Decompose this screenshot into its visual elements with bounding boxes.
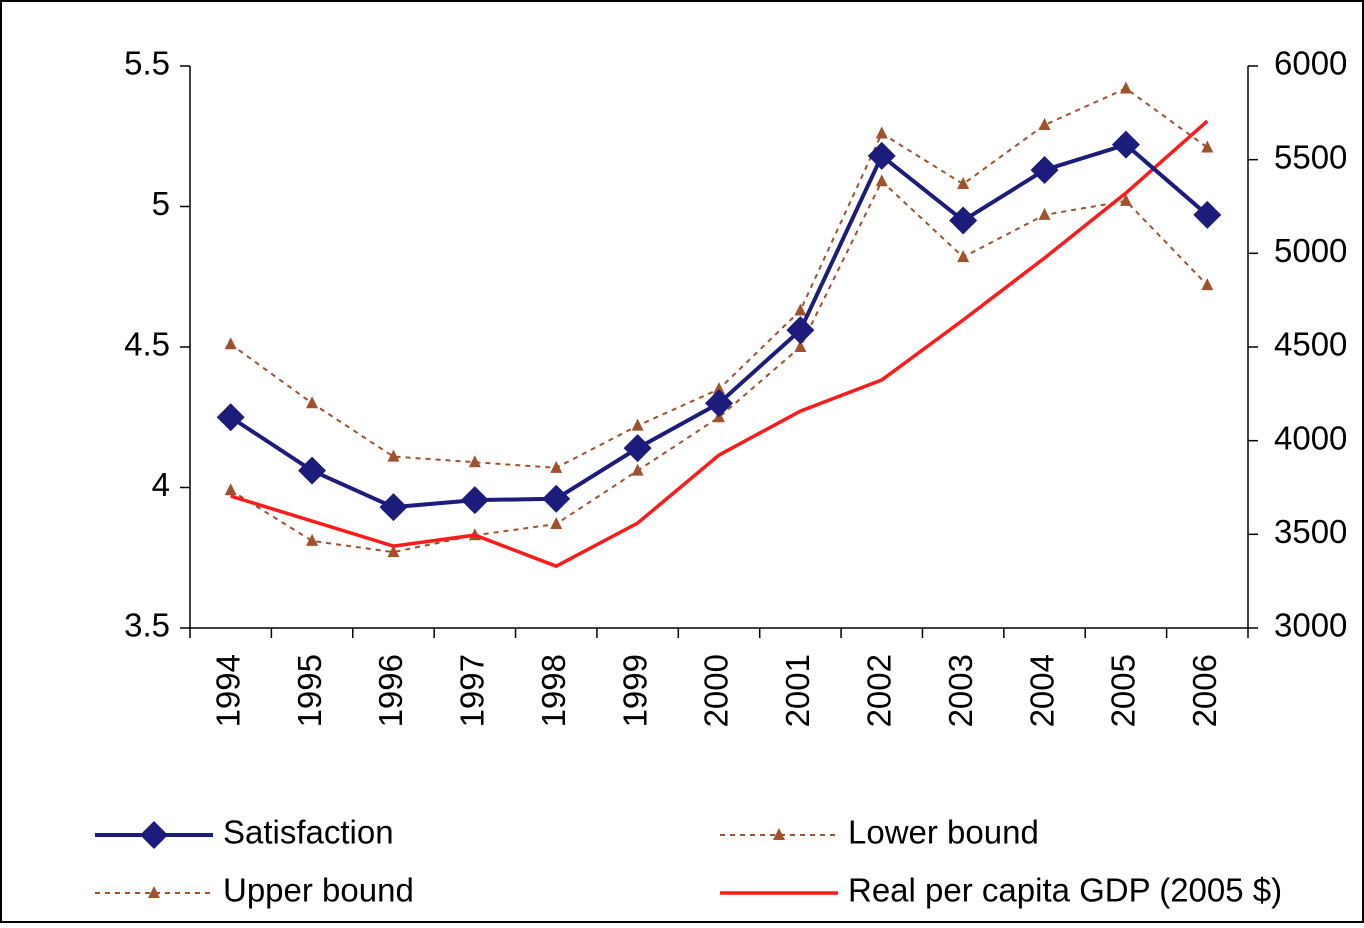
x-tick-label: 2003 — [942, 654, 979, 727]
legend-label: Lower bound — [848, 814, 1039, 851]
data-point — [623, 434, 652, 463]
data-point — [1201, 278, 1214, 291]
data-point — [1038, 118, 1051, 131]
data-point — [786, 316, 815, 345]
data-point — [550, 460, 563, 473]
data-point — [298, 456, 327, 485]
x-tick-label: 1994 — [209, 654, 246, 727]
data-point — [631, 463, 644, 476]
x-tick-label: 1995 — [291, 654, 328, 727]
x-tick-label: 2004 — [1023, 654, 1060, 727]
data-point — [306, 533, 319, 546]
y-tick-label: 3.5 — [124, 607, 170, 644]
y-tick-label: 4.5 — [124, 326, 170, 363]
data-point — [224, 483, 237, 496]
data-point — [1111, 130, 1140, 159]
data-point — [542, 484, 571, 513]
data-point — [468, 455, 481, 468]
y-tick-label: 5 — [152, 185, 170, 222]
data-point — [1201, 140, 1214, 153]
data-point — [550, 517, 563, 530]
series-line — [230, 119, 1209, 569]
data-point — [631, 418, 644, 431]
y-tick-label: 4 — [152, 466, 170, 503]
data-point — [1119, 81, 1132, 94]
y2-tick-label: 5500 — [1274, 138, 1347, 175]
y2-tick-label: 3500 — [1274, 513, 1347, 550]
legend-label: Real per capita GDP (2005 $) — [848, 872, 1282, 909]
data-point — [1193, 200, 1222, 229]
legend-marker — [148, 886, 160, 898]
y2-tick-label: 5000 — [1274, 232, 1347, 269]
data-point — [387, 449, 400, 462]
x-tick-label: 1996 — [372, 654, 409, 727]
data-point — [216, 403, 245, 432]
x-tick-label: 2001 — [779, 654, 816, 727]
data-point — [705, 389, 733, 418]
data-point — [387, 545, 400, 558]
x-tick-label: 2005 — [1105, 654, 1142, 727]
data-point — [957, 250, 970, 263]
data-point — [867, 141, 896, 170]
data-point — [460, 486, 489, 515]
data-point — [224, 337, 237, 350]
data-point — [949, 206, 978, 235]
x-tick-label: 1997 — [454, 654, 491, 727]
data-point — [1030, 155, 1059, 184]
data-point — [875, 174, 888, 187]
y2-tick-label: 4500 — [1274, 326, 1347, 363]
data-point — [306, 396, 319, 409]
y2-tick-label: 6000 — [1274, 45, 1347, 82]
data-point — [957, 177, 970, 190]
data-point — [794, 340, 807, 352]
x-tick-label: 1998 — [535, 654, 572, 727]
x-tick-label: 2002 — [860, 654, 897, 727]
data-point — [1038, 207, 1051, 220]
legend-marker — [773, 828, 785, 840]
data-point — [713, 382, 725, 395]
y2-tick-label: 3000 — [1274, 607, 1347, 644]
y2-tick-label: 4000 — [1274, 419, 1347, 456]
data-point — [875, 126, 888, 139]
data-point — [794, 303, 807, 316]
x-tick-label: 2000 — [698, 654, 735, 727]
legend-marker — [140, 821, 168, 849]
data-point — [379, 493, 408, 522]
legend-label: Satisfaction — [223, 814, 394, 851]
x-tick-label: 2006 — [1186, 654, 1223, 727]
y-tick-label: 5.5 — [124, 45, 170, 82]
x-tick-label: 1999 — [616, 654, 653, 727]
data-point — [1119, 193, 1132, 206]
legend-label: Upper bound — [223, 872, 414, 909]
